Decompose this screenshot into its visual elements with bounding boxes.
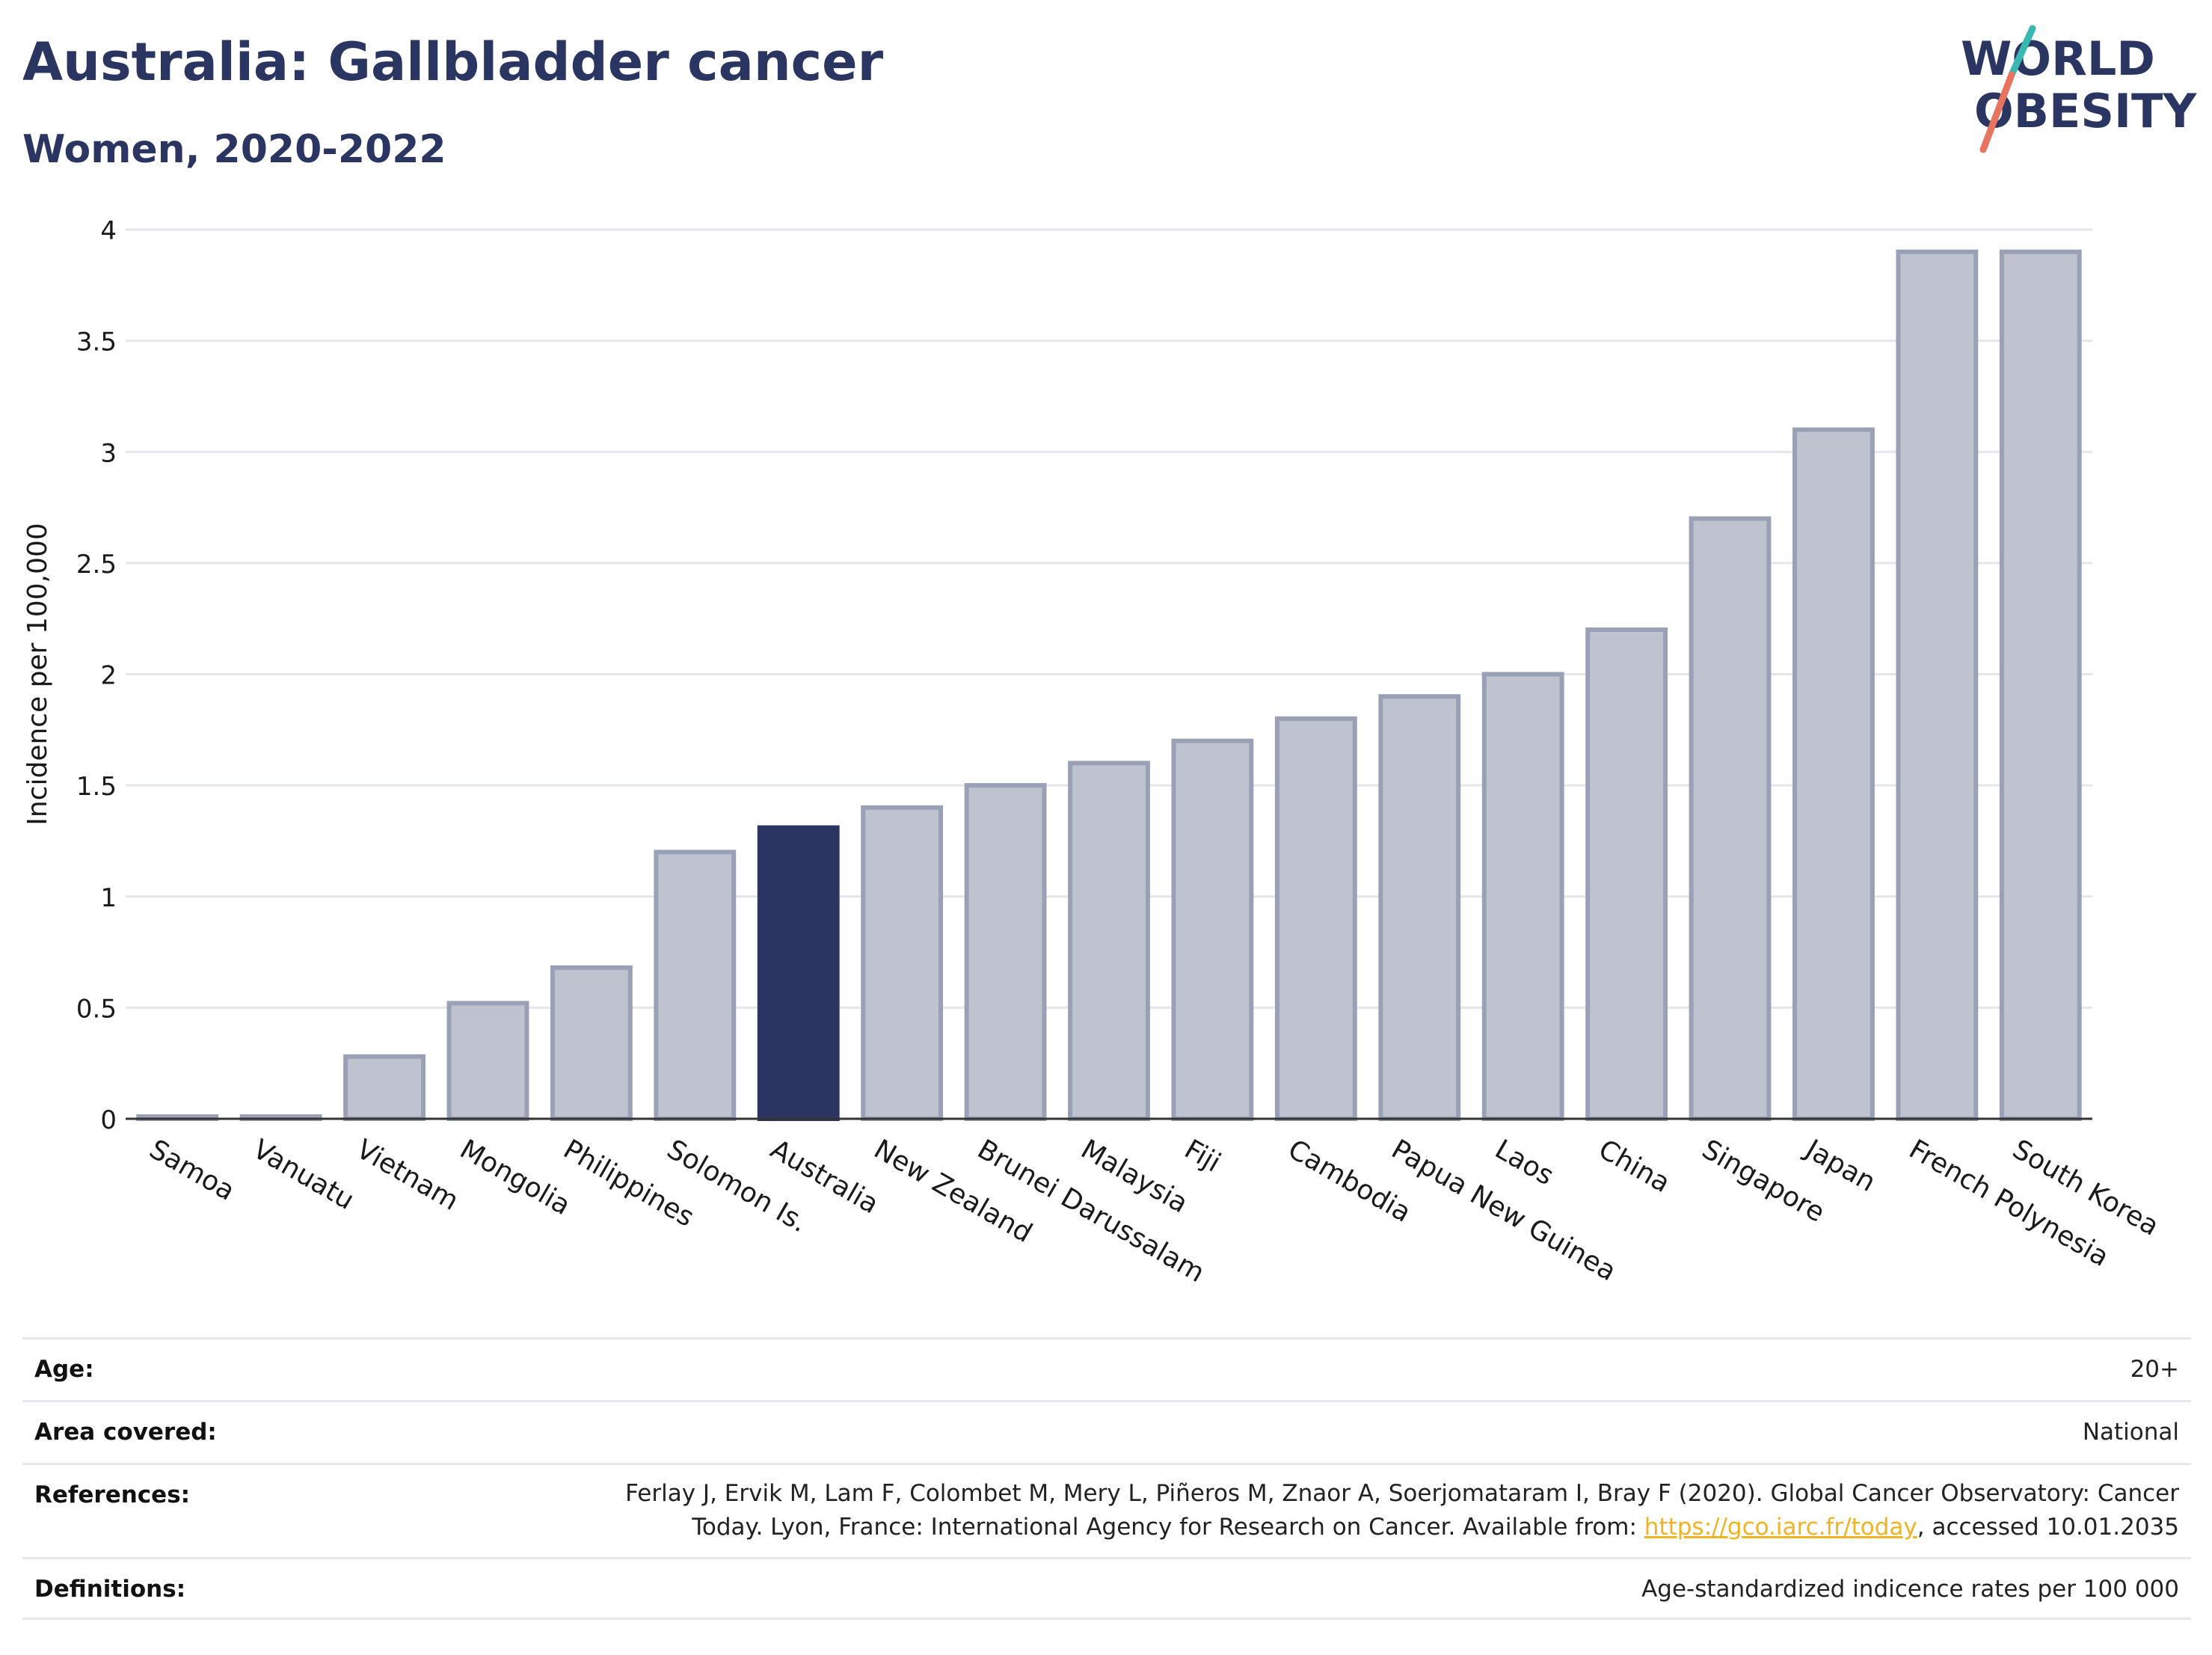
bar-mongolia [446, 1001, 529, 1122]
bar-brunei-darussalam [964, 783, 1047, 1121]
bar-solomon-is [654, 850, 737, 1122]
logo-slash-top [2008, 25, 2036, 79]
references-line2-pre: Today. Lyon, France: International Agenc… [692, 1514, 1644, 1541]
bar-malaysia [1068, 761, 1150, 1122]
y-tick-label: 2.5 [76, 550, 117, 580]
y-axis-ticks: 0 0.5 1 1.5 2 2.5 3 3.5 4 [76, 216, 117, 1135]
bar-china [1585, 627, 1668, 1121]
metadata-table: Age: 20+ Area covered: National Referenc… [22, 1337, 2191, 1620]
x-tick-label: Laos [1490, 1134, 1558, 1191]
bar-fiji [1171, 738, 1254, 1121]
y-tick-label: 3 [100, 438, 117, 468]
y-tick-label: 2 [100, 661, 117, 691]
logo-line2: OBESITY [1974, 84, 2197, 138]
x-tick-label: Mongolia [455, 1134, 576, 1221]
bar-vietnam [343, 1054, 425, 1122]
x-tick-label: Japan [1799, 1133, 1881, 1198]
references-value: Ferlay J, Ervik M, Lam F, Colombet M, Me… [625, 1477, 2179, 1544]
references-label: References: [34, 1481, 191, 1508]
area-value: National [2082, 1419, 2179, 1446]
y-tick-label: 1 [100, 883, 117, 913]
bar-japan [1792, 427, 1875, 1121]
chart-title: Australia: Gallbladder cancer [22, 31, 884, 93]
meta-row-references: References: Ferlay J, Ervik M, Lam F, Co… [22, 1463, 2191, 1557]
bar-french-polynesia [1896, 249, 1979, 1122]
bars [136, 249, 2082, 1122]
x-axis-ticks: Samoa VanuatuVietnamMongoliaPhilippinesSo… [144, 1133, 2164, 1289]
bar-singapore [1689, 516, 1772, 1121]
y-tick-label: 0 [100, 1105, 117, 1135]
bar-papua-new-guinea [1378, 694, 1461, 1121]
references-line1: Ferlay J, Ervik M, Lam F, Colombet M, Me… [625, 1480, 2179, 1507]
x-tick-label: Vanuatu [248, 1134, 359, 1216]
bar-cambodia [1274, 716, 1357, 1121]
world-obesity-logo: WORLD OBESITY [1961, 25, 2197, 153]
references-line2-post: , accessed 10.01.2035 [1917, 1514, 2179, 1541]
bar-philippines [550, 965, 633, 1121]
x-tick-label: China [1594, 1134, 1676, 1199]
logo-line1: WORLD [1961, 31, 2155, 86]
y-tick-label: 4 [100, 216, 117, 246]
y-tick-label: 3.5 [76, 328, 117, 357]
references-line2: Today. Lyon, France: International Agenc… [625, 1511, 2179, 1544]
y-axis-label: Incidence per 100,000 [22, 523, 53, 826]
bar-new-zealand [861, 805, 944, 1121]
x-tick-label: Fiji [1179, 1134, 1226, 1179]
meta-row-definitions: Definitions: Age-standardized indicence … [22, 1557, 2191, 1620]
x-tick-label: Samoa [144, 1134, 240, 1207]
age-label: Age: [34, 1356, 94, 1383]
definitions-value: Age-standardized indicence rates per 100… [1641, 1576, 2179, 1603]
definitions-label: Definitions: [34, 1576, 186, 1603]
bar-laos [1481, 672, 1564, 1121]
area-label: Area covered: [34, 1419, 217, 1446]
bar-south-korea [1999, 249, 2082, 1122]
meta-row-area: Area covered: National [22, 1400, 2191, 1463]
age-value: 20+ [2130, 1356, 2179, 1383]
chart-subtitle: Women, 2020-2022 [22, 127, 446, 172]
x-tick-label: Vietnam [351, 1134, 464, 1217]
bar-australia [757, 825, 840, 1122]
references-link[interactable]: https://gco.iarc.fr/today [1644, 1514, 1917, 1541]
bar-chart: 0 0.5 1 1.5 2 2.5 3 3.5 4 Samoa VanuatuVietnamMon… [22, 216, 2164, 1289]
y-tick-label: 0.5 [76, 994, 117, 1024]
y-tick-label: 1.5 [76, 772, 117, 802]
logo-slash-bottom [1979, 71, 2015, 153]
meta-row-age: Age: 20+ [22, 1337, 2191, 1400]
